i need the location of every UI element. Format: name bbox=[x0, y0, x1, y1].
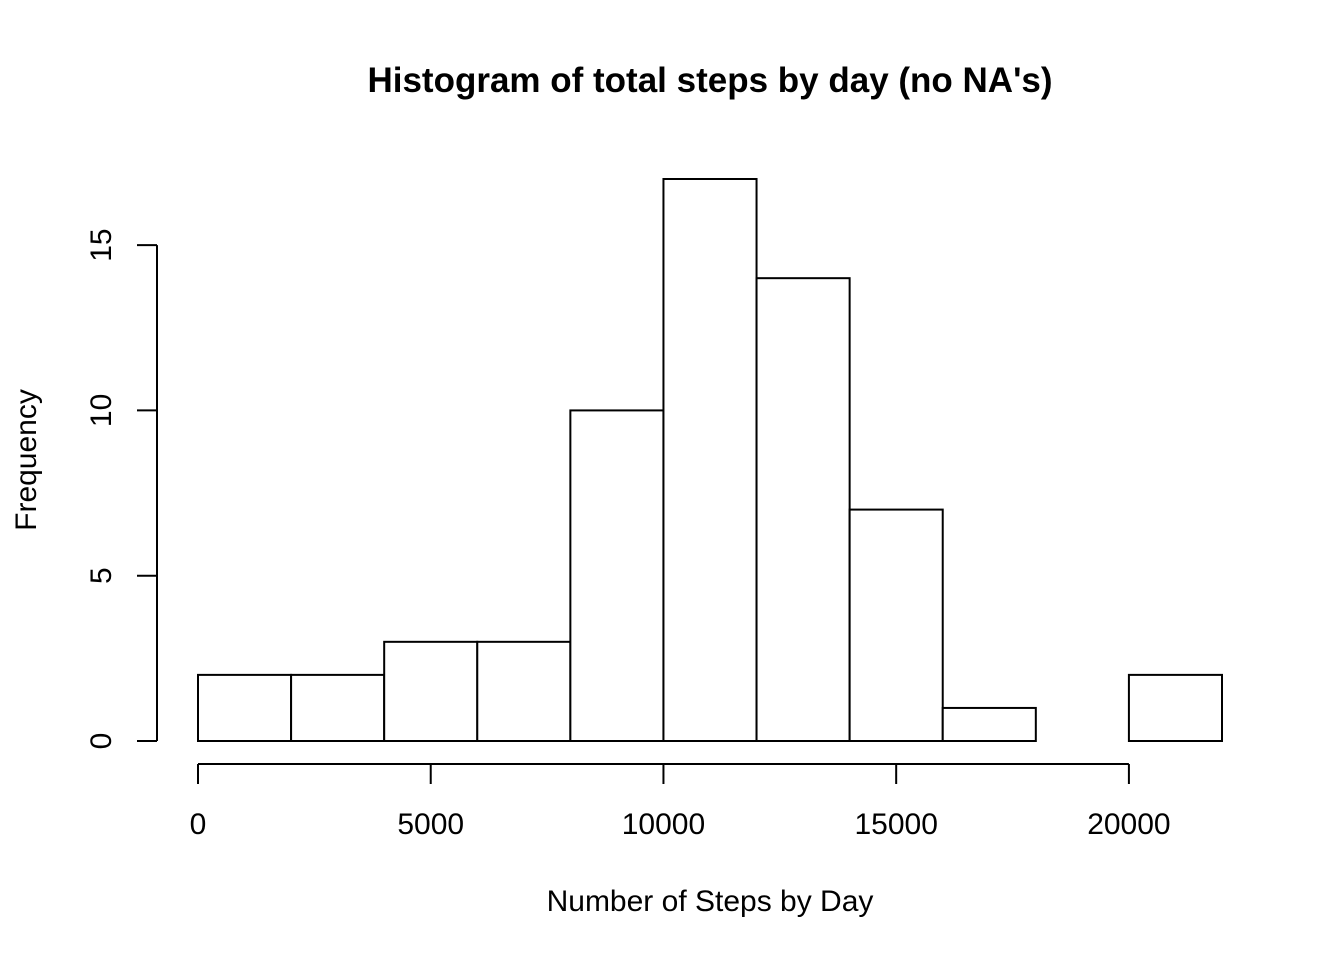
histogram-bar bbox=[290, 673, 386, 742]
histogram-bar bbox=[569, 409, 665, 742]
histogram-bar bbox=[941, 706, 1037, 742]
x-tick-label: 10000 bbox=[622, 808, 705, 841]
histogram-bar bbox=[383, 640, 479, 743]
y-axis: 0 5 10 15 bbox=[85, 228, 158, 750]
x-axis: 0 5000 10000 15000 20000 bbox=[190, 763, 1171, 841]
y-tick-label: 15 bbox=[85, 228, 118, 261]
x-tick-label: 15000 bbox=[854, 808, 937, 841]
x-axis-label: Number of Steps by Day bbox=[547, 885, 874, 918]
histogram-bar bbox=[1127, 673, 1223, 742]
chart-title: Histogram of total steps by day (no NA's… bbox=[367, 61, 1052, 100]
y-tick-label: 0 bbox=[85, 733, 118, 750]
y-axis-label: Frequency bbox=[10, 389, 43, 531]
histogram-bar bbox=[755, 277, 851, 742]
x-tick-label: 5000 bbox=[397, 808, 464, 841]
histogram-bar bbox=[662, 178, 758, 742]
x-tick-label: 20000 bbox=[1087, 808, 1170, 841]
histogram-bar bbox=[848, 508, 944, 742]
x-tick-label: 0 bbox=[190, 808, 207, 841]
histogram-bar bbox=[476, 640, 572, 743]
histogram-bar bbox=[197, 673, 293, 742]
y-tick-label: 10 bbox=[85, 394, 118, 427]
y-tick-label: 5 bbox=[85, 567, 118, 584]
bars-group bbox=[197, 178, 1223, 743]
